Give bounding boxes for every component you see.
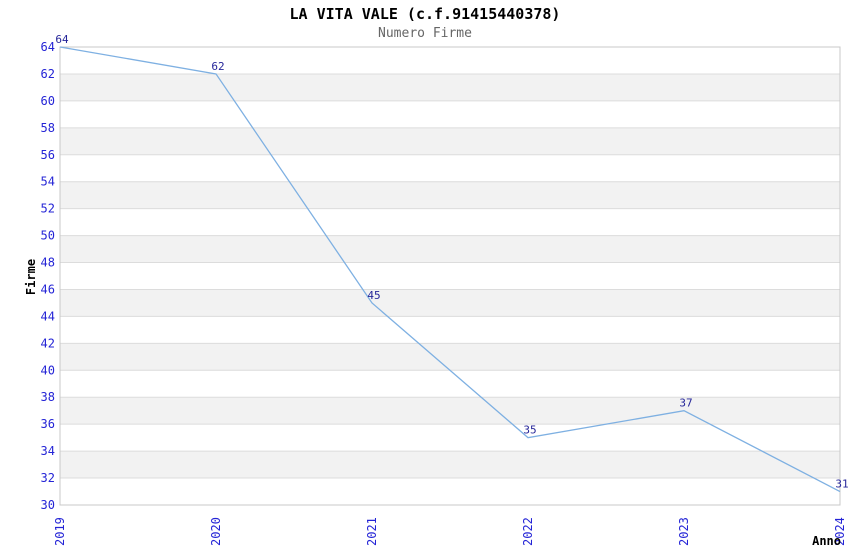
x-tick-label: 2022 [521, 517, 535, 546]
data-label: 37 [679, 397, 692, 410]
x-tick-label: 2020 [209, 517, 223, 546]
data-label: 31 [835, 478, 848, 491]
y-tick-label: 44 [41, 309, 55, 323]
y-tick-label: 54 [41, 175, 55, 189]
y-tick-label: 40 [41, 363, 55, 377]
chart-subtitle: Numero Firme [378, 26, 472, 41]
x-tick-label: 2019 [53, 517, 67, 546]
chart-title: LA VITA VALE (c.f.91415440378) [289, 5, 561, 23]
y-tick-label: 48 [41, 256, 55, 270]
y-axis-title: Firme [24, 258, 38, 296]
plot-band [60, 289, 840, 317]
y-tick-label: 60 [41, 94, 55, 108]
x-axis-title: Anno [812, 534, 841, 548]
y-tick-label: 36 [41, 417, 55, 431]
y-tick-label: 62 [41, 67, 55, 81]
plot-band [60, 451, 840, 479]
y-tick-label: 46 [41, 282, 55, 296]
data-label: 64 [55, 33, 69, 46]
plot-band [60, 181, 840, 209]
data-label: 45 [367, 289, 380, 302]
y-tick-label: 34 [41, 444, 55, 458]
data-label: 62 [211, 60, 224, 73]
plot-band [60, 235, 840, 263]
y-tick-label: 42 [41, 336, 55, 350]
y-tick-label: 58 [41, 121, 55, 135]
x-tick-label: 2021 [365, 517, 379, 546]
y-tick-label: 52 [41, 202, 55, 216]
series-line [59, 46, 841, 493]
plot-band [60, 343, 840, 371]
plot-border [59, 46, 841, 506]
plot-band [60, 397, 840, 425]
x-tick-label: 2024 [833, 517, 847, 546]
y-tick-label: 30 [41, 498, 55, 512]
y-tick-label: 50 [41, 229, 55, 243]
y-tick-label: 56 [41, 148, 55, 162]
data-label: 35 [523, 424, 536, 437]
plot-band [60, 73, 840, 101]
y-tick-label: 64 [41, 40, 55, 54]
y-tick-label: 32 [41, 471, 55, 485]
y-tick-label: 38 [41, 390, 55, 404]
x-tick-label: 2023 [677, 517, 691, 546]
plot-band [60, 127, 840, 155]
